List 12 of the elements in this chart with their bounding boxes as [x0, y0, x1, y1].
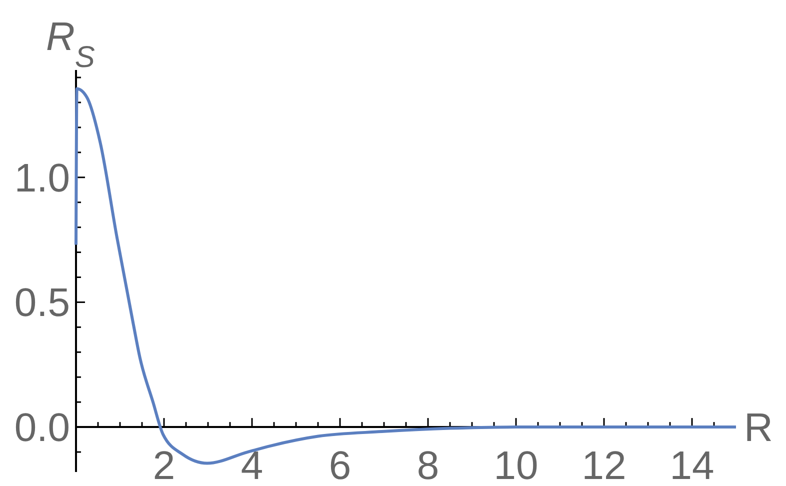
y-tick-label: 0.0	[14, 406, 70, 450]
x-tick-label: 12	[582, 444, 626, 486]
x-tick-label: 2	[152, 444, 176, 486]
x-axis-title: R	[744, 406, 773, 450]
x-tick-label: 10	[494, 444, 538, 486]
y-tick-label: 1.0	[14, 156, 70, 200]
y-axis-title: R$_{S}$	[46, 15, 95, 74]
x-tick-label: 8	[416, 444, 440, 486]
x-tick-label: 14	[670, 444, 714, 486]
y-tick-label: 0.5	[14, 281, 70, 326]
x-tick-label: 4	[240, 444, 264, 486]
x-tick-label: 6	[328, 444, 352, 486]
